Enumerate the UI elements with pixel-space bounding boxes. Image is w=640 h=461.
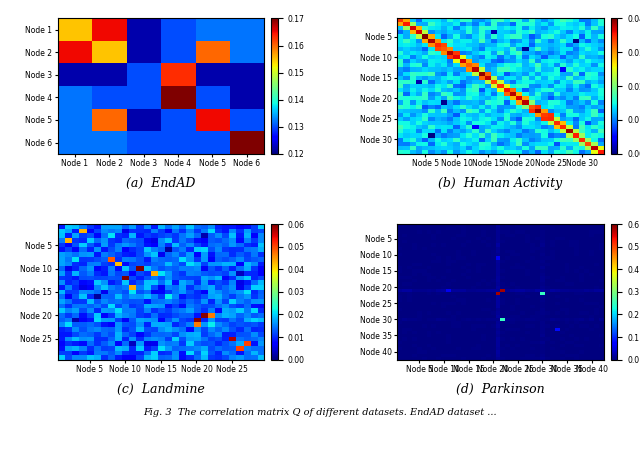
X-axis label: (a)  EndAD: (a) EndAD <box>126 177 196 190</box>
X-axis label: (b)  Human Activity: (b) Human Activity <box>438 177 563 190</box>
X-axis label: (c)  Landmine: (c) Landmine <box>117 383 205 396</box>
Text: Fig. 3  The correlation matrix Q of different datasets. EndAD dataset ...: Fig. 3 The correlation matrix Q of diffe… <box>143 408 497 417</box>
X-axis label: (d)  Parkinson: (d) Parkinson <box>456 383 545 396</box>
